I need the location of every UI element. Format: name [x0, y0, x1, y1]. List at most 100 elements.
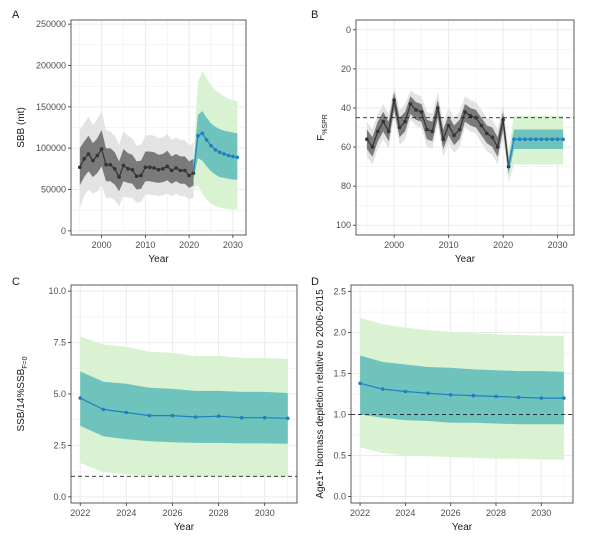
y-axis-title: Age1+ biomass depletion relative to 2006… — [315, 289, 326, 499]
y-tick-label: 7.5 — [53, 338, 66, 348]
historical-point — [436, 106, 440, 110]
panel-label: D — [311, 276, 319, 288]
historical-point — [495, 145, 500, 149]
projection-point — [213, 148, 218, 152]
historical-point — [474, 115, 478, 120]
y-tick-label: 50000 — [41, 185, 66, 195]
projection-point — [286, 416, 290, 421]
x-tick-label: 2028 — [209, 508, 229, 518]
projection-point — [200, 131, 205, 136]
historical-point — [174, 166, 178, 170]
historical-point — [392, 98, 396, 102]
panel-label: B — [311, 9, 318, 21]
historical-point — [95, 153, 100, 158]
y-tick-label: 10.0 — [48, 286, 66, 296]
y-tick-label: 250000 — [36, 19, 66, 29]
projection-inner-interval — [80, 371, 288, 444]
projection-inner-interval — [360, 355, 564, 425]
historical-point — [108, 162, 113, 167]
historical-point — [365, 137, 369, 141]
projection-point — [222, 152, 226, 156]
historical-point — [187, 173, 191, 178]
x-tick-label: 2026 — [162, 508, 182, 518]
historical-point — [490, 135, 495, 140]
projection-point — [494, 394, 498, 399]
historical-point — [152, 166, 156, 170]
y-tick-label: 80 — [341, 181, 351, 191]
historical-point — [169, 168, 174, 173]
x-tick-label: 2000 — [92, 240, 112, 250]
projection-point — [204, 138, 209, 142]
projection-point — [523, 137, 527, 141]
projection-point — [545, 137, 549, 141]
x-tick-label: 2024 — [116, 508, 136, 518]
historical-point — [91, 158, 95, 163]
historical-point — [121, 163, 126, 168]
historical-point — [430, 129, 435, 134]
x-tick-label: 2028 — [486, 508, 506, 518]
historical-point — [165, 164, 170, 169]
projection-point — [193, 415, 198, 419]
panel-label: A — [12, 9, 20, 21]
historical-point — [403, 119, 407, 124]
historical-point — [419, 110, 424, 114]
x-tick-label: 2010 — [135, 240, 155, 250]
x-axis-title: Year — [452, 522, 473, 533]
x-tick-label: 2024 — [395, 508, 415, 518]
historical-point — [183, 168, 187, 173]
projection-point — [147, 413, 152, 418]
x-tick-label: 2030 — [223, 240, 243, 250]
y-tick-label: 2.0 — [333, 328, 346, 338]
projection-point — [226, 153, 231, 158]
x-tick-label: 2030 — [548, 240, 568, 250]
projection-point — [216, 414, 221, 419]
x-tick-label: 2022 — [350, 508, 370, 518]
projection-point — [539, 396, 544, 400]
historical-point — [446, 123, 451, 128]
projection-point — [380, 387, 385, 391]
projection-point — [555, 137, 560, 141]
projection-point — [550, 137, 554, 141]
y-tick-label: 0 — [346, 25, 351, 35]
y-axis-title-main: F — [316, 135, 327, 141]
panel-b: B 2000 2010 2020 2030 0 20 40 60 80 100 Year F%SPR — [311, 9, 575, 265]
projection-point — [562, 396, 566, 400]
historical-point — [397, 125, 402, 130]
historical-point — [457, 127, 462, 132]
projection-point — [403, 389, 408, 394]
historical-point — [126, 167, 130, 171]
y-tick-label: 0.0 — [333, 491, 346, 501]
y-tick-label: 0 — [61, 226, 66, 236]
projection-point — [209, 143, 213, 148]
y-tick-label: 200000 — [36, 60, 66, 70]
historical-point — [139, 173, 143, 178]
projection-point — [534, 137, 538, 141]
y-tick-label: 100 — [336, 220, 351, 230]
y-axis-title: SBB (mt) — [16, 107, 27, 148]
historical-point — [117, 175, 121, 179]
historical-point — [463, 110, 467, 114]
historical-point — [485, 131, 489, 136]
y-tick-label: 0.0 — [53, 492, 66, 502]
x-tick-label: 2020 — [179, 240, 199, 250]
y-tick-label: 1.0 — [333, 409, 346, 419]
x-tick-label: 2026 — [441, 508, 461, 518]
historical-point — [134, 174, 139, 179]
y-tick-label: 60 — [341, 142, 351, 152]
y-axis-title-subscript: F=0 — [22, 356, 29, 368]
historical-point — [130, 167, 135, 172]
x-axis-title: Year — [174, 522, 195, 533]
y-tick-label: 20 — [341, 64, 351, 74]
y-axis-title-main: Age1+ biomass depletion relative to 2006… — [315, 289, 326, 499]
y-tick-label: 0.5 — [333, 450, 346, 460]
y-axis-title-main: SSB/14%SSB — [16, 368, 27, 431]
projection-point — [235, 155, 240, 160]
x-tick-label: 2030 — [255, 508, 275, 518]
historical-point — [376, 129, 380, 134]
panel-border — [350, 284, 574, 504]
projection-point — [218, 150, 222, 155]
projection-point — [170, 413, 175, 418]
historical-point — [86, 152, 91, 156]
historical-outer-interval — [79, 111, 194, 208]
x-tick-label: 2022 — [70, 508, 90, 518]
